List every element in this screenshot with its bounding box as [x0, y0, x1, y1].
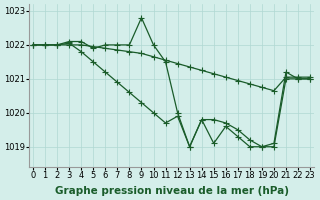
X-axis label: Graphe pression niveau de la mer (hPa): Graphe pression niveau de la mer (hPa)	[55, 186, 289, 196]
